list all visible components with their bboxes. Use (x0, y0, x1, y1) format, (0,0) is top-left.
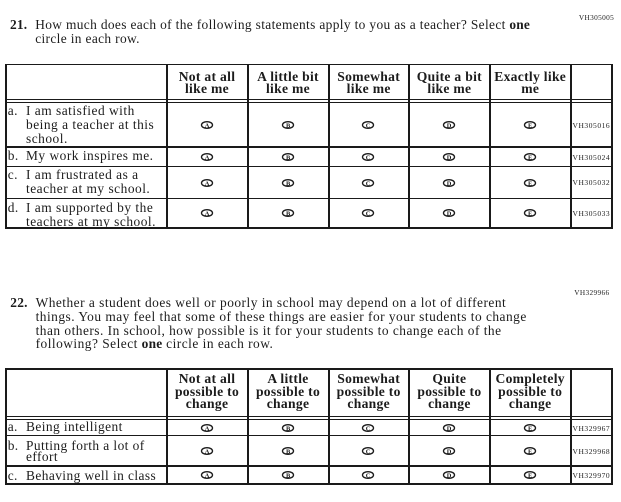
svg-text:C: C (366, 180, 371, 187)
svg-text:A: A (204, 425, 209, 432)
svg-text:C: C (366, 211, 371, 218)
svg-text:E: E (528, 473, 532, 480)
svg-text:B: B (285, 473, 290, 480)
svg-text:A: A (204, 211, 209, 218)
svg-text:C: C (366, 425, 371, 432)
svg-text:A: A (204, 154, 209, 161)
svg-text:E: E (528, 448, 532, 455)
svg-text:E: E (528, 425, 532, 432)
svg-text:C: C (366, 122, 371, 129)
svg-text:D: D (447, 448, 452, 455)
svg-text:E: E (528, 122, 532, 129)
svg-text:D: D (447, 122, 452, 129)
svg-text:C: C (366, 473, 371, 480)
svg-text:D: D (447, 211, 452, 218)
svg-text:E: E (528, 154, 532, 161)
svg-text:A: A (204, 122, 209, 129)
svg-text:B: B (285, 448, 290, 455)
svg-text:B: B (285, 180, 290, 187)
svg-text:C: C (366, 154, 371, 161)
svg-text:A: A (204, 473, 209, 480)
svg-text:E: E (528, 211, 532, 218)
svg-text:B: B (285, 154, 290, 161)
svg-text:D: D (447, 473, 452, 480)
svg-text:A: A (204, 180, 209, 187)
svg-text:B: B (285, 425, 290, 432)
svg-text:B: B (285, 211, 290, 218)
svg-text:D: D (447, 180, 452, 187)
svg-text:D: D (447, 425, 452, 432)
svg-text:E: E (528, 180, 532, 187)
svg-text:A: A (204, 448, 209, 455)
svg-text:C: C (366, 448, 371, 455)
svg-text:B: B (285, 122, 290, 129)
svg-text:D: D (447, 154, 452, 161)
